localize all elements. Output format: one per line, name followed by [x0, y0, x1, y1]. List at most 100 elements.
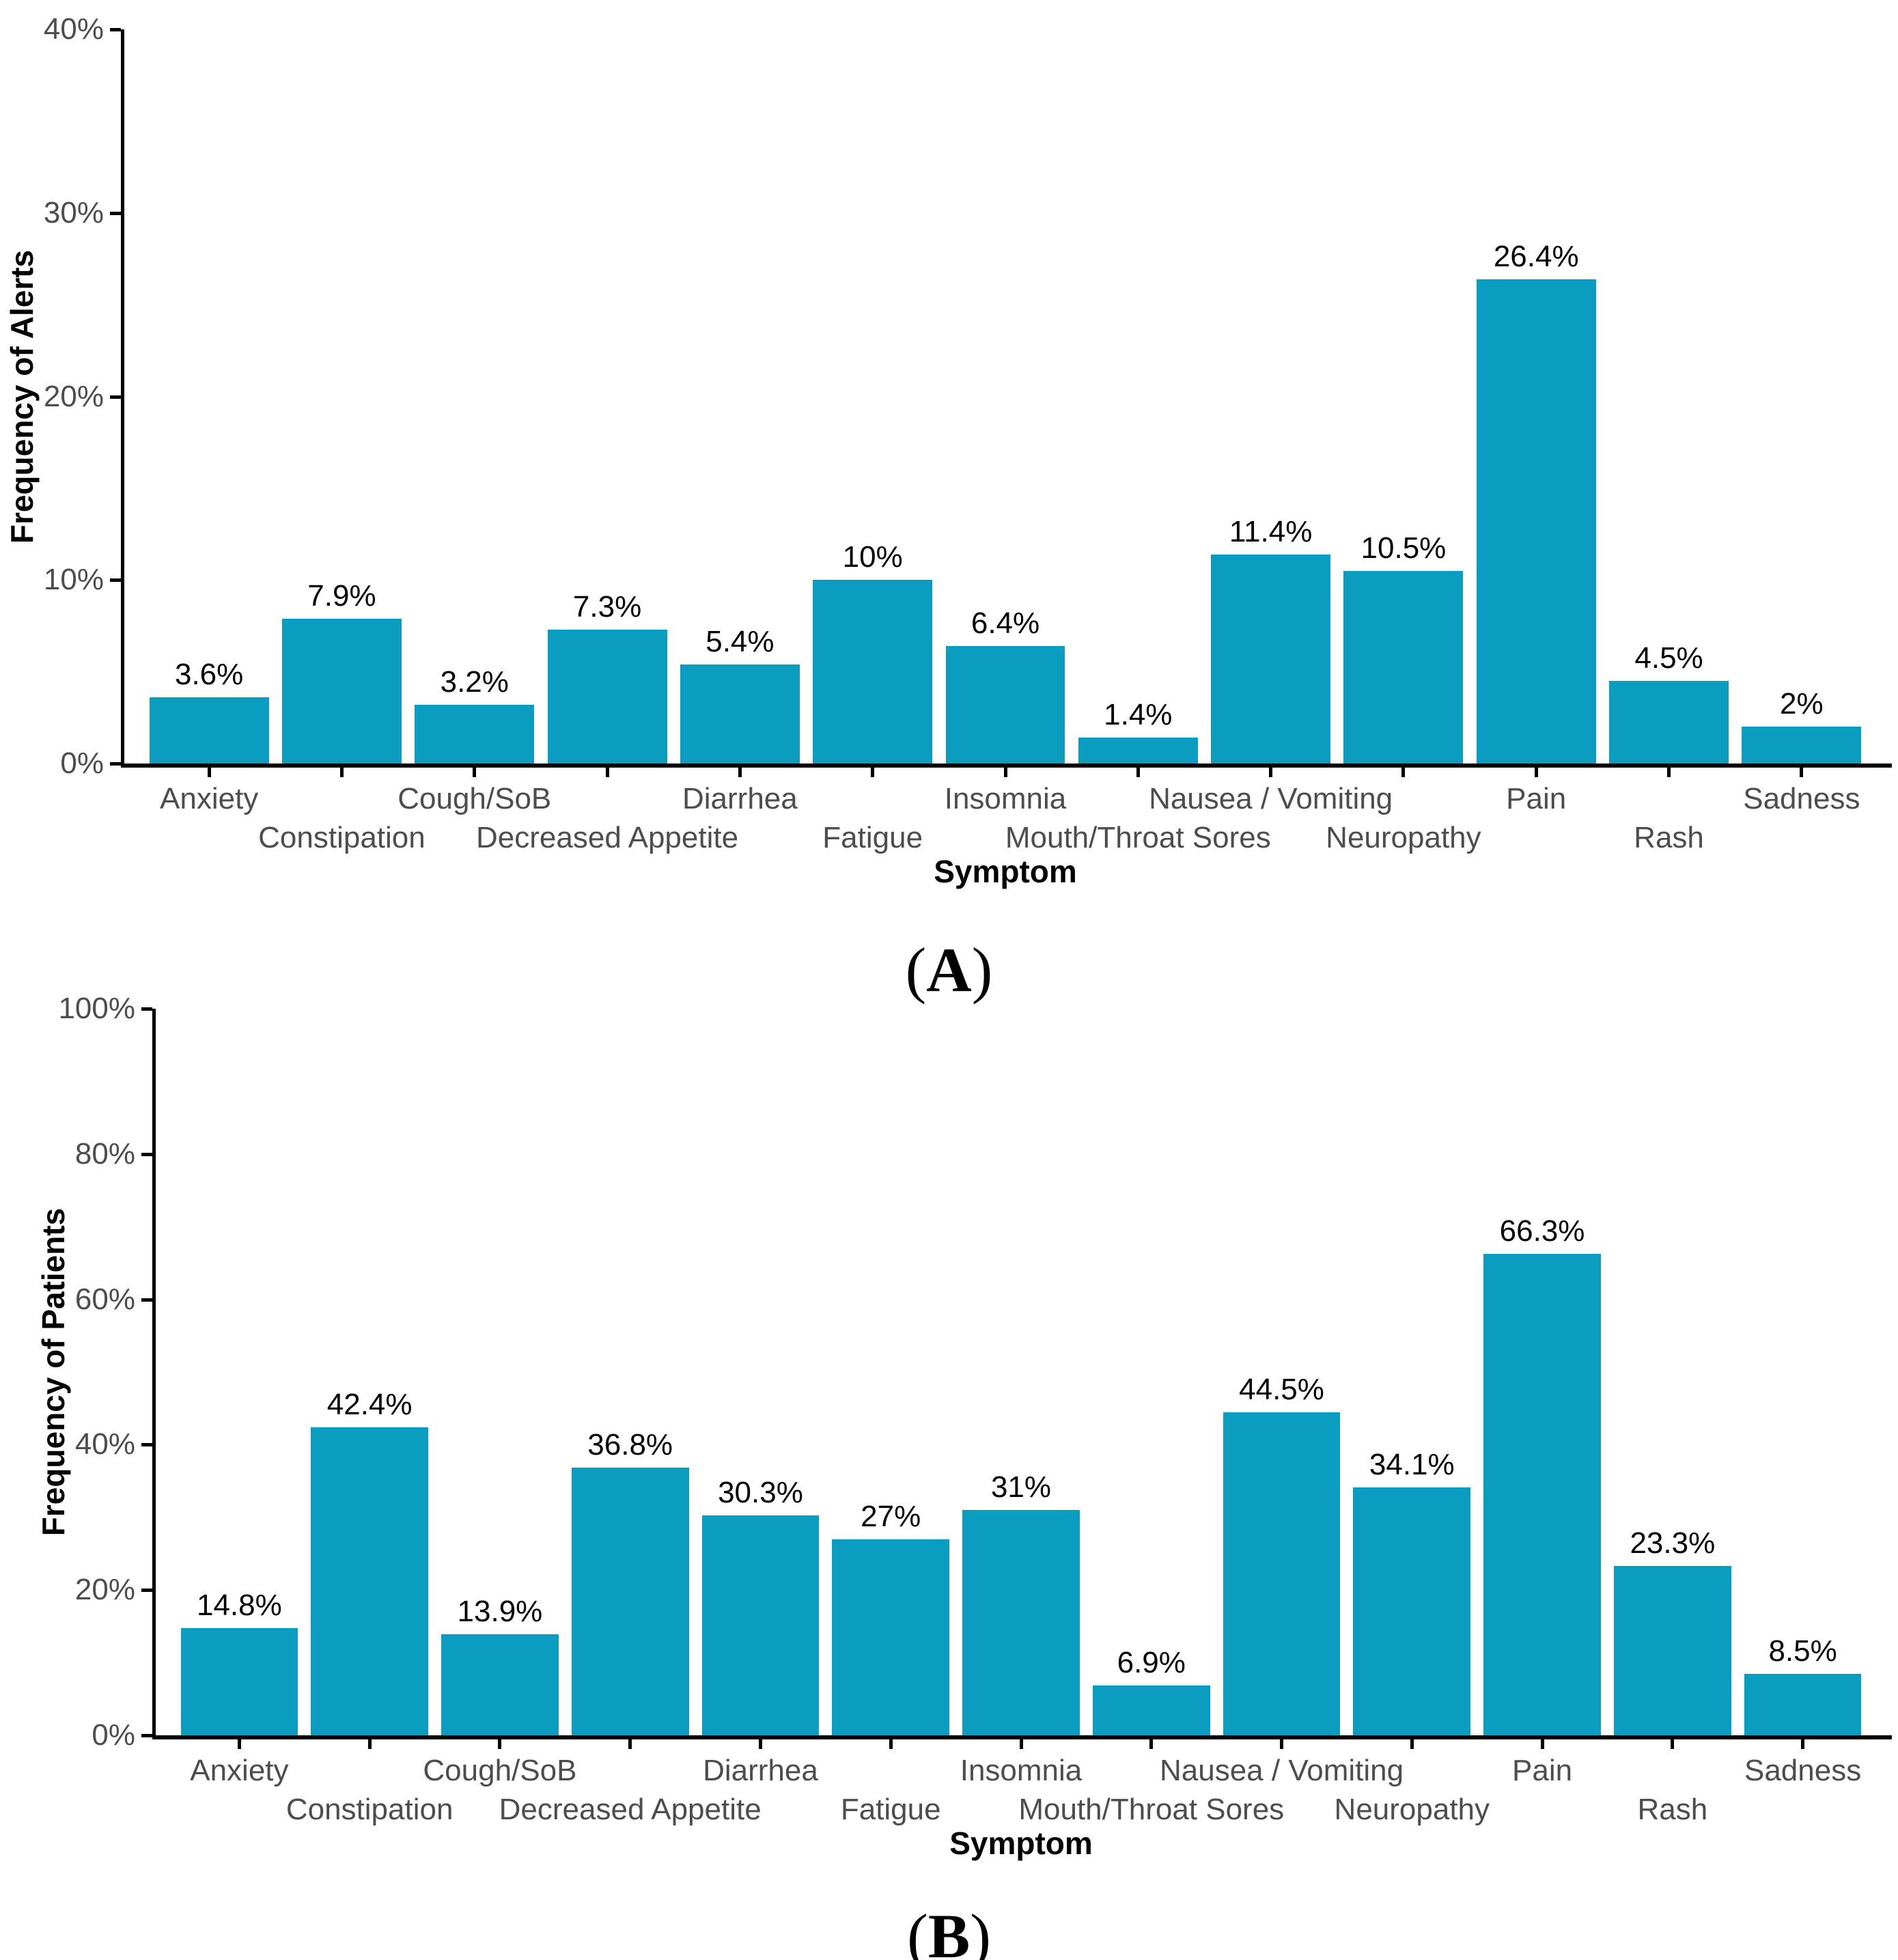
- y-tick: [110, 762, 121, 766]
- caption-open-paren: (: [907, 1901, 928, 1960]
- bar-value-label: 14.8%: [196, 1588, 282, 1622]
- bar-value-label: 11.4%: [1229, 514, 1313, 548]
- bar: [311, 1427, 428, 1735]
- x-tick: [1667, 768, 1671, 777]
- caption-close-paren: ): [970, 1901, 991, 1960]
- bar: [180, 1627, 298, 1735]
- bar: [1092, 1685, 1210, 1735]
- bar: [680, 664, 800, 764]
- x-tick: [1534, 768, 1538, 777]
- x-category-label: Fatigue: [822, 821, 923, 854]
- bar: [415, 705, 535, 764]
- x-tick: [738, 768, 742, 777]
- bar-value-label: 5.4%: [706, 624, 774, 658]
- x-tick: [1269, 768, 1273, 777]
- y-tick-label: 20%: [74, 1573, 135, 1607]
- bar: [701, 1515, 820, 1735]
- x-category-label: Sadness: [1744, 1754, 1862, 1787]
- bar-value-label: 4.5%: [1634, 641, 1703, 675]
- x-tick: [1019, 1739, 1023, 1749]
- x-category-label: Cough/SoB: [423, 1754, 577, 1787]
- bar-value-label: 42.4%: [326, 1387, 413, 1421]
- bar: [1614, 1566, 1731, 1735]
- y-tick: [141, 1152, 152, 1156]
- bar: [1353, 1487, 1471, 1735]
- y-tick-label: 40%: [43, 12, 104, 46]
- x-tick: [628, 1739, 632, 1749]
- y-tick-label: 0%: [92, 1718, 135, 1752]
- x-tick: [1800, 768, 1804, 777]
- x-tick: [1801, 1739, 1805, 1749]
- x-category-label: Fatigue: [840, 1793, 941, 1826]
- x-axis-line: [121, 764, 1892, 768]
- x-category-label: Cough/SoB: [397, 782, 552, 815]
- bar: [571, 1468, 689, 1735]
- bar-value-label: 10.5%: [1360, 531, 1447, 565]
- x-category-label: Nausea / Vomiting: [1149, 782, 1393, 815]
- bar: [1609, 681, 1729, 764]
- caption-close-paren: ): [971, 935, 993, 1005]
- bar-value-label: 2%: [1780, 687, 1824, 721]
- y-tick: [141, 1588, 152, 1593]
- x-category-label: Pain: [1506, 782, 1567, 815]
- x-category-label: Anxiety: [190, 1754, 289, 1787]
- bar: [1343, 570, 1464, 764]
- bar: [1476, 279, 1596, 764]
- bar-value-label: 7.9%: [307, 578, 376, 613]
- bar-value-label: 10%: [842, 540, 903, 574]
- x-tick: [237, 1739, 241, 1749]
- bar: [1742, 727, 1862, 764]
- x-category-label: Neuropathy: [1334, 1793, 1490, 1826]
- x-category-label: Mouth/Throat Sores: [1005, 821, 1271, 854]
- x-tick: [207, 768, 211, 777]
- bar-value-label: 6.4%: [971, 606, 1040, 640]
- bar-value-label: 23.3%: [1630, 1526, 1716, 1560]
- y-axis-line: [121, 29, 124, 768]
- x-tick: [889, 1739, 893, 1749]
- bar-value-label: 27%: [861, 1499, 921, 1533]
- x-tick: [1401, 768, 1406, 777]
- bar-value-label: 30.3%: [718, 1475, 803, 1509]
- x-category-label: Constipation: [258, 821, 425, 854]
- x-category-label: Neuropathy: [1326, 821, 1481, 854]
- bar: [832, 1539, 950, 1735]
- x-category-label: Nausea / Vomiting: [1159, 1754, 1404, 1787]
- bar-value-label: 1.4%: [1104, 698, 1173, 732]
- x-category-label: Rash: [1634, 821, 1704, 854]
- y-tick-label: 80%: [74, 1136, 135, 1171]
- x-category-label: Decreased Appetite: [476, 821, 739, 854]
- bar: [149, 697, 269, 764]
- x-tick: [1540, 1739, 1544, 1749]
- bar: [1483, 1253, 1601, 1735]
- y-tick: [110, 28, 121, 31]
- x-tick: [871, 768, 875, 777]
- y-axis-title: Frequency of Patients: [36, 1207, 71, 1537]
- y-tick-label: 60%: [74, 1282, 135, 1316]
- x-category-label: Anxiety: [160, 782, 259, 815]
- x-category-label: Pain: [1512, 1754, 1573, 1787]
- panel-a-caption: (A): [0, 936, 1898, 1004]
- y-tick-label: 30%: [43, 195, 104, 229]
- x-category-label: Insomnia: [944, 782, 1067, 815]
- y-tick-label: 100%: [58, 992, 135, 1025]
- bar-value-label: 66.3%: [1499, 1214, 1585, 1248]
- bar-value-label: 44.5%: [1239, 1372, 1324, 1406]
- bar: [962, 1510, 1080, 1735]
- y-tick: [110, 211, 121, 215]
- y-tick-label: 0%: [60, 746, 104, 780]
- x-tick: [473, 768, 477, 777]
- bar-value-label: 26.4%: [1493, 239, 1579, 273]
- x-tick: [1136, 768, 1140, 777]
- y-axis-line: [152, 1009, 156, 1739]
- x-axis-title: Symptom: [949, 1825, 1093, 1861]
- bar: [945, 646, 1065, 764]
- bar-value-label: 8.5%: [1768, 1634, 1837, 1668]
- x-category-label: Rash: [1637, 1793, 1708, 1826]
- x-category-label: Diarrhea: [703, 1754, 818, 1787]
- bar-value-label: 36.8%: [587, 1428, 673, 1462]
- x-category-label: Diarrhea: [682, 782, 798, 815]
- x-tick: [758, 1739, 762, 1749]
- x-tick: [1410, 1739, 1414, 1749]
- y-tick: [141, 1007, 152, 1011]
